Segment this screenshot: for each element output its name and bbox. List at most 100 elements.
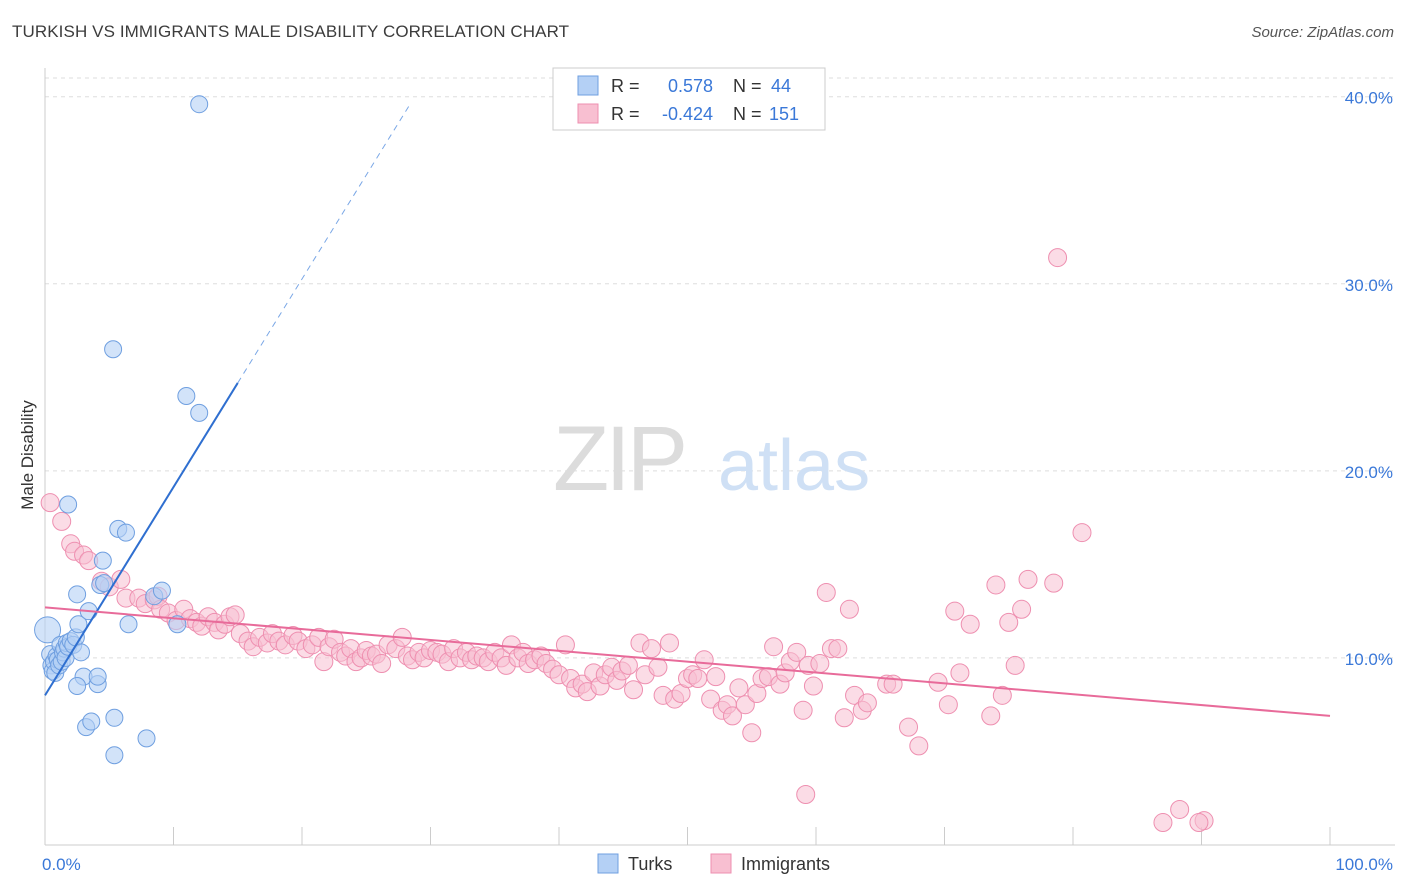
turks-point [68, 585, 87, 604]
turks-point [152, 581, 171, 600]
watermark-zip: ZIP [553, 408, 684, 510]
immigrants-point [660, 633, 680, 653]
turks-point [68, 676, 87, 695]
immigrants-point [1189, 813, 1209, 833]
immigrants-point [938, 695, 958, 715]
immigrants-point [839, 599, 859, 619]
immigrants-point [688, 669, 708, 689]
y-axis-label: Male Disability [18, 400, 37, 510]
immigrants-point [909, 736, 929, 756]
immigrants-point [1153, 813, 1173, 833]
immigrants-point [648, 657, 668, 677]
immigrants-point [834, 708, 854, 728]
y-tick-label-10: 10.0% [1345, 650, 1393, 669]
watermark-atlas: atlas [718, 426, 870, 506]
y-tick-label-30: 30.0% [1345, 276, 1393, 295]
turks-points [34, 95, 209, 765]
immigrants-point [787, 642, 807, 662]
immigrants-points [40, 248, 1214, 833]
immigrants-point [950, 663, 970, 683]
immigrants-point [810, 654, 830, 674]
immigrants-swatch [577, 103, 599, 124]
immigrants-point [793, 700, 813, 720]
turks-point [190, 95, 209, 114]
turks-point [88, 667, 107, 686]
turks-point [177, 387, 196, 406]
immigrants-n-label: N = [733, 104, 762, 124]
turks-point [116, 523, 135, 542]
trend-lines [44, 102, 1331, 717]
y-tick-label-20: 20.0% [1345, 463, 1393, 482]
immigrants-r-value: -0.424 [662, 104, 713, 124]
turks-swatch [577, 75, 599, 96]
immigrants-point [960, 614, 980, 634]
immigrants-point [742, 723, 762, 743]
immigrants-point [857, 693, 877, 713]
turks-point [105, 746, 124, 765]
immigrants-point [225, 605, 245, 625]
immigrants-point [735, 695, 755, 715]
stats-legend-box: R = 0.578 N = 44 R = -0.424 N = 151 [552, 67, 826, 131]
turks-point [69, 615, 88, 634]
turks-r-label: R = [611, 76, 640, 96]
immigrants-point [945, 601, 965, 621]
source-label: Source: ZipAtlas.com [1251, 24, 1394, 41]
immigrants-point [816, 582, 836, 602]
immigrants-trend-line [44, 606, 1331, 717]
immigrants-point [899, 717, 919, 737]
immigrants-point [722, 706, 742, 726]
immigrants-point [624, 680, 644, 700]
x-tick-labels: 0.0% 100.0% [42, 855, 1393, 874]
immigrants-point [694, 650, 714, 670]
chart-title: TURKISH VS IMMIGRANTS MALE DISABILITY CO… [12, 22, 570, 41]
turks-point [105, 708, 124, 727]
turks-point [93, 551, 112, 570]
immigrants-point [992, 685, 1012, 705]
watermark: ZIP atlas [553, 408, 870, 510]
turks-point [95, 574, 114, 593]
immigrants-point [372, 654, 392, 674]
immigrants-point [555, 635, 575, 655]
immigrants-point [981, 706, 1001, 726]
axes-layer [44, 68, 1395, 846]
immigrants-point [52, 511, 72, 531]
x-tick-label-0: 0.0% [42, 855, 81, 874]
x-tick-label-100: 100.0% [1335, 855, 1393, 874]
immigrants-point [796, 784, 816, 804]
immigrants-point [1012, 599, 1032, 619]
turks-point [119, 615, 138, 634]
immigrants-point [764, 637, 784, 657]
immigrants-point [618, 655, 638, 675]
turks-r-value: 0.578 [668, 76, 713, 96]
legend-immigrants-label: Immigrants [741, 854, 830, 874]
y-tick-label-40: 40.0% [1345, 89, 1393, 108]
turks-point [34, 616, 62, 644]
immigrants-point [999, 612, 1019, 632]
immigrants-point [701, 689, 721, 709]
turks-n-label: N = [733, 76, 762, 96]
immigrants-point [828, 639, 848, 659]
legend-turks-label: Turks [628, 854, 672, 874]
immigrants-point [1018, 569, 1038, 589]
turks-n-value: 44 [771, 76, 791, 96]
immigrants-point [986, 575, 1006, 595]
immigrants-point [40, 493, 60, 513]
legend-immigrants-swatch [710, 853, 732, 874]
bottom-legend: Turks Immigrants [597, 853, 830, 874]
immigrants-point [803, 676, 823, 696]
legend-turks-swatch [597, 853, 619, 874]
immigrants-point [706, 667, 726, 687]
immigrants-n-value: 151 [769, 104, 799, 124]
immigrants-point [729, 678, 749, 698]
turks-point [82, 712, 101, 731]
immigrants-r-label: R = [611, 104, 640, 124]
immigrants-point [1048, 248, 1068, 268]
grid-layer [45, 77, 1395, 659]
turks-point [59, 495, 78, 514]
immigrants-point [1005, 655, 1025, 675]
turks-trend-extension [237, 102, 412, 384]
immigrants-point [1072, 523, 1092, 543]
turks-point [168, 615, 187, 634]
